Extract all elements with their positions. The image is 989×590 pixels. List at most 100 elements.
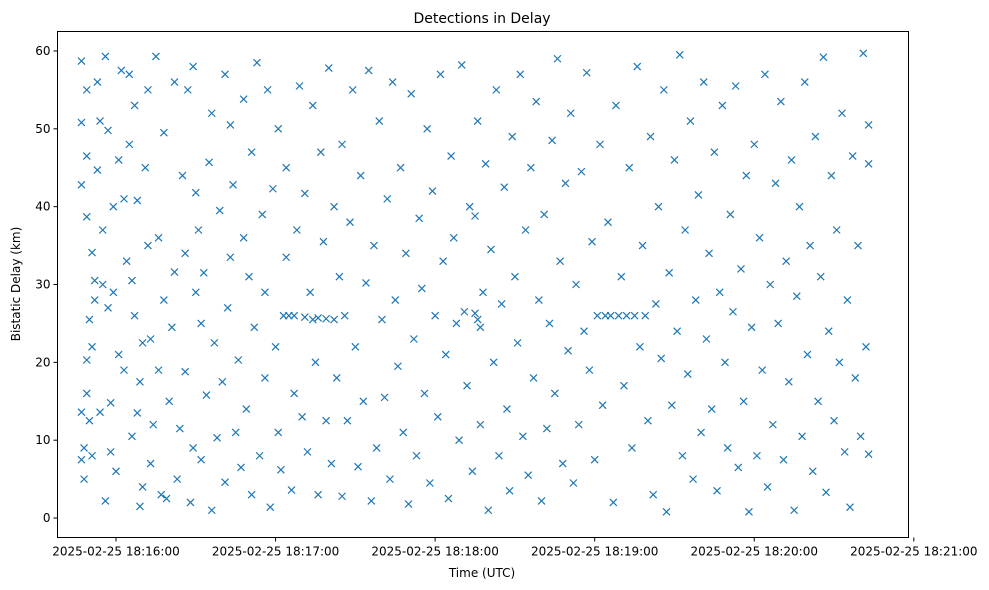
data-point	[157, 490, 166, 499]
data-point	[306, 288, 315, 297]
data-point	[197, 319, 206, 328]
data-point	[670, 156, 679, 164]
data-point	[851, 373, 860, 382]
data-point	[239, 233, 248, 242]
data-point	[524, 471, 533, 480]
data-point	[425, 479, 434, 487]
data-point	[774, 319, 783, 328]
data-point	[266, 503, 275, 512]
data-point	[649, 490, 658, 499]
data-point	[689, 475, 698, 484]
data-point	[77, 408, 86, 417]
data-point	[143, 241, 152, 250]
data-point	[407, 89, 416, 98]
x-tick-label: 2025-02-25 18:18:00	[371, 545, 498, 559]
data-point	[433, 412, 442, 421]
data-point	[356, 171, 365, 180]
data-point	[205, 158, 214, 167]
data-point	[590, 455, 599, 464]
data-point	[239, 95, 248, 104]
data-point	[378, 315, 386, 324]
data-point	[832, 226, 841, 234]
data-point	[404, 500, 413, 508]
data-point	[80, 475, 89, 484]
data-point	[705, 249, 713, 258]
data-point	[694, 191, 703, 199]
data-point	[173, 475, 182, 484]
data-point	[806, 241, 815, 250]
data-point	[314, 490, 323, 499]
data-point	[561, 179, 570, 188]
data-point	[463, 381, 471, 390]
data-point	[598, 401, 607, 410]
y-tick-label: 30	[35, 278, 50, 292]
data-point	[614, 311, 623, 320]
data-point	[154, 366, 163, 375]
data-point	[495, 451, 503, 460]
data-point	[819, 53, 828, 62]
data-point	[468, 467, 477, 476]
data-point	[431, 311, 440, 320]
data-point	[678, 451, 687, 460]
data-point	[681, 226, 690, 234]
data-point	[835, 358, 844, 367]
data-point	[830, 416, 838, 425]
data-point	[383, 194, 392, 203]
data-point	[476, 420, 485, 429]
data-point	[864, 120, 873, 129]
data-point	[699, 78, 708, 87]
data-point	[77, 455, 86, 464]
data-point	[816, 272, 825, 281]
data-point	[455, 436, 463, 445]
data-point	[90, 296, 99, 304]
data-point	[697, 428, 705, 437]
data-point	[710, 148, 719, 157]
data-point	[752, 451, 761, 460]
data-point	[367, 496, 376, 505]
data-point	[117, 66, 126, 75]
data-point	[566, 109, 575, 118]
data-point	[125, 70, 134, 79]
data-point	[162, 494, 171, 503]
data-point	[109, 288, 118, 297]
data-point	[726, 210, 735, 219]
data-point	[814, 397, 823, 406]
data-point	[186, 498, 195, 507]
data-point	[715, 288, 724, 297]
data-point	[667, 401, 676, 410]
data-point	[136, 377, 144, 386]
data-point	[396, 163, 405, 172]
data-point	[88, 248, 96, 257]
data-point	[175, 424, 184, 433]
data-point	[526, 163, 535, 172]
data-point	[96, 408, 104, 417]
data-point	[784, 377, 793, 386]
data-point	[582, 68, 591, 77]
data-point	[723, 444, 732, 452]
data-point	[362, 279, 370, 287]
data-point	[183, 85, 192, 94]
y-axis-ticks: 0 10 20 30 40 50 60	[35, 44, 58, 525]
data-point	[675, 50, 684, 59]
data-point	[848, 152, 857, 160]
data-point	[165, 397, 174, 406]
data-point	[750, 140, 759, 149]
data-point	[665, 268, 674, 277]
data-point	[556, 257, 565, 266]
data-point	[864, 450, 873, 459]
data-point	[460, 307, 469, 316]
data-point	[80, 444, 89, 452]
data-point	[120, 194, 128, 203]
data-point	[268, 184, 277, 193]
data-point	[93, 78, 102, 87]
data-point	[585, 366, 594, 375]
data-point	[529, 373, 538, 382]
data-point	[651, 300, 660, 308]
data-point	[518, 432, 527, 441]
data-point	[574, 420, 583, 429]
data-point	[441, 350, 450, 359]
data-point	[300, 189, 309, 198]
data-point	[646, 132, 655, 141]
data-point	[292, 226, 301, 234]
data-point	[721, 358, 729, 367]
